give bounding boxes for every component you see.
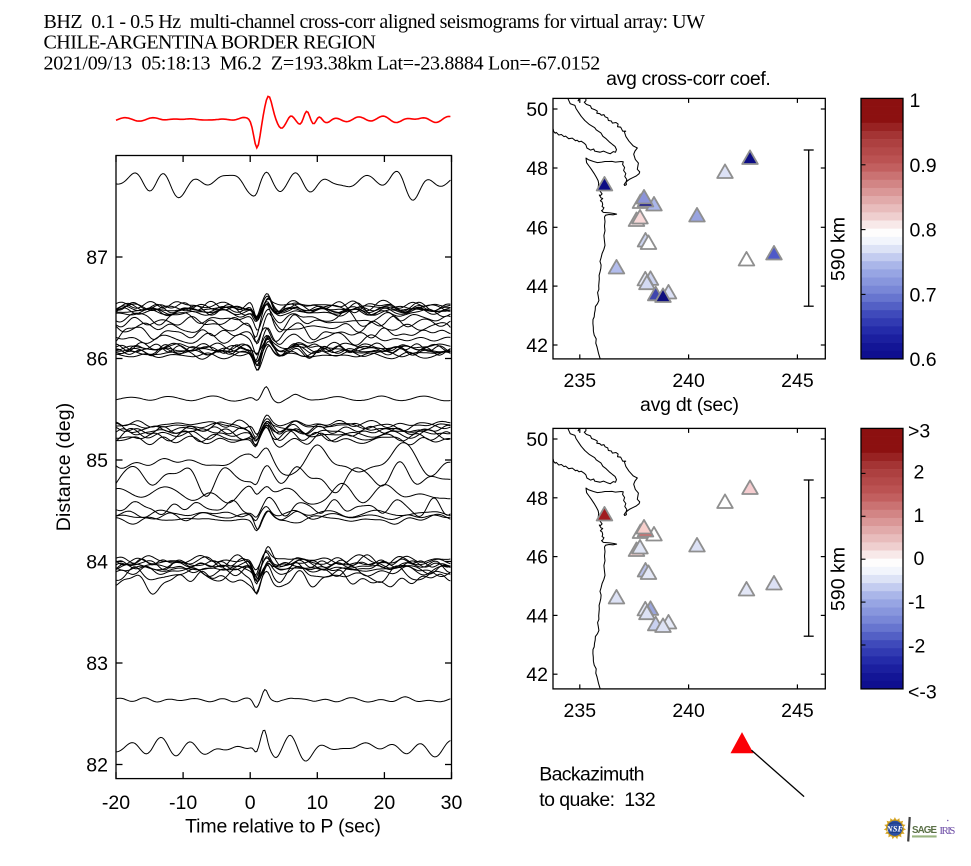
svg-text:-10: -10 (169, 792, 197, 814)
svg-text:0.8: 0.8 (910, 220, 937, 242)
svg-text:1: 1 (910, 90, 921, 112)
svg-text:>3: >3 (908, 420, 930, 442)
svg-text:590 km: 590 km (828, 217, 850, 281)
svg-text:SAGE: SAGE (912, 825, 937, 836)
svg-text:50: 50 (526, 429, 548, 451)
svg-text:42: 42 (526, 335, 548, 357)
svg-text:30: 30 (441, 792, 463, 814)
svg-text:-1: -1 (908, 592, 925, 614)
svg-text:0: 0 (914, 548, 925, 570)
svg-text:46: 46 (526, 547, 548, 569)
svg-text:48: 48 (526, 488, 548, 510)
svg-text:Time relative to P (sec): Time relative to P (sec) (185, 816, 381, 838)
svg-text:Backazimuth: Backazimuth (539, 764, 644, 786)
svg-text:42: 42 (526, 664, 548, 686)
svg-text:85: 85 (86, 450, 108, 472)
svg-text:245: 245 (781, 370, 814, 392)
svg-text:NSF: NSF (886, 823, 904, 833)
svg-text:0.7: 0.7 (910, 284, 937, 306)
svg-text:83: 83 (86, 653, 108, 675)
svg-text:590 km: 590 km (828, 547, 850, 611)
svg-text:10: 10 (306, 792, 328, 814)
svg-text:IRIS: IRIS (939, 825, 955, 837)
svg-text:44: 44 (526, 605, 548, 627)
svg-text:0.6: 0.6 (910, 349, 937, 371)
svg-text:50: 50 (526, 99, 548, 121)
svg-text:240: 240 (672, 370, 705, 392)
svg-text:235: 235 (564, 700, 597, 722)
svg-text:20: 20 (374, 792, 396, 814)
svg-text:48: 48 (526, 158, 548, 180)
svg-text:2021/09/13 05:18:13 M6.2 Z=: 2021/09/13 05:18:13 M6.2 Z=193.38km Lat=… (44, 52, 601, 74)
svg-text:240: 240 (672, 700, 705, 722)
svg-text:2: 2 (914, 462, 925, 484)
svg-text:82: 82 (86, 755, 108, 777)
svg-text:87: 87 (86, 247, 108, 269)
svg-text:<-3: <-3 (908, 682, 937, 704)
svg-text:46: 46 (526, 217, 548, 239)
svg-text:245: 245 (781, 700, 814, 722)
svg-text:235: 235 (564, 370, 597, 392)
svg-text:0.9: 0.9 (910, 155, 937, 177)
svg-text:-20: -20 (102, 792, 130, 814)
svg-text:Distance (deg): Distance (deg) (53, 403, 75, 532)
svg-text:0: 0 (245, 792, 256, 814)
svg-text:avg dt (sec): avg dt (sec) (640, 394, 739, 416)
svg-text:BHZ 0.1 - 0.5 Hz multi-chann: BHZ 0.1 - 0.5 Hz multi-channel cross-cor… (44, 11, 706, 33)
svg-text:avg cross-corr coef.: avg cross-corr coef. (606, 68, 771, 90)
svg-text:-2: -2 (908, 636, 925, 658)
svg-text:84: 84 (86, 552, 108, 574)
svg-text:44: 44 (526, 276, 548, 298)
svg-text:86: 86 (86, 349, 108, 371)
svg-text:1: 1 (914, 505, 925, 527)
svg-text:CHILE-ARGENTINA BORDER REGION: CHILE-ARGENTINA BORDER REGION (44, 31, 377, 53)
svg-text:to quake: 132: to quake: 132 (539, 789, 656, 811)
